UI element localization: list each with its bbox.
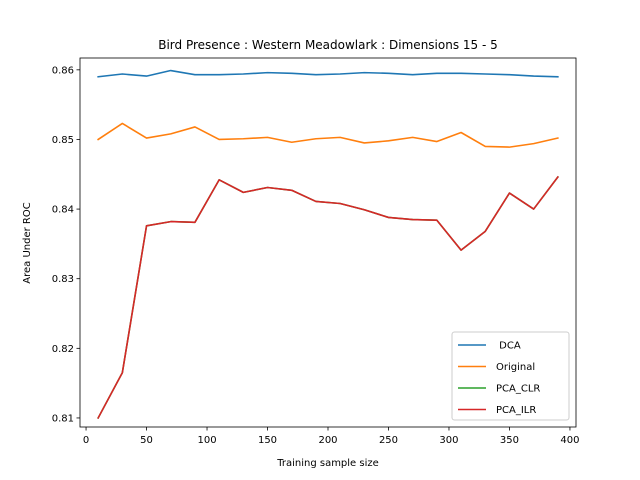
y-tick-label: 0.85 [52,135,74,146]
series-line-dca [97,69,559,78]
y-tick-label: 0.86 [52,65,74,76]
legend-box [451,331,570,421]
y-axis-label: Area Under ROC [22,202,33,283]
plot-area: 0 50 100 150 200 250 300 350 400 0.81 0.82 0.83 0.84… [52,57,579,446]
x-tick-label: 250 [379,435,398,446]
legend-label: PCA_CLR [496,384,540,395]
x-tick-label: 400 [560,435,579,446]
x-tick-label: 100 [197,435,216,446]
chart-title: Bird Presence : Western Meadowlark : Dim… [158,38,498,52]
x-tick-label: 200 [318,435,337,446]
x-tick-label: 350 [500,435,519,446]
legend-label: PCA_ILR [496,405,536,416]
x-axis-label: Training sample size [276,458,379,469]
legend-label: DCA [496,341,521,352]
legend: DCA Original PCA_CLR PCA_ILR [451,331,570,421]
y-tick-label: 0.82 [52,344,74,355]
series-line-original [97,122,559,148]
y-tick-label: 0.83 [52,274,74,285]
legend-label: Original [496,362,535,373]
y-tick-label: 0.84 [52,205,74,216]
x-tick-label: 50 [140,435,153,446]
y-tick-label: 0.81 [52,413,74,424]
x-tick-label: 150 [258,435,277,446]
x-tick-label: 0 [83,435,89,446]
x-tick-label: 300 [439,435,458,446]
series-line-pca-ilr [97,175,559,420]
